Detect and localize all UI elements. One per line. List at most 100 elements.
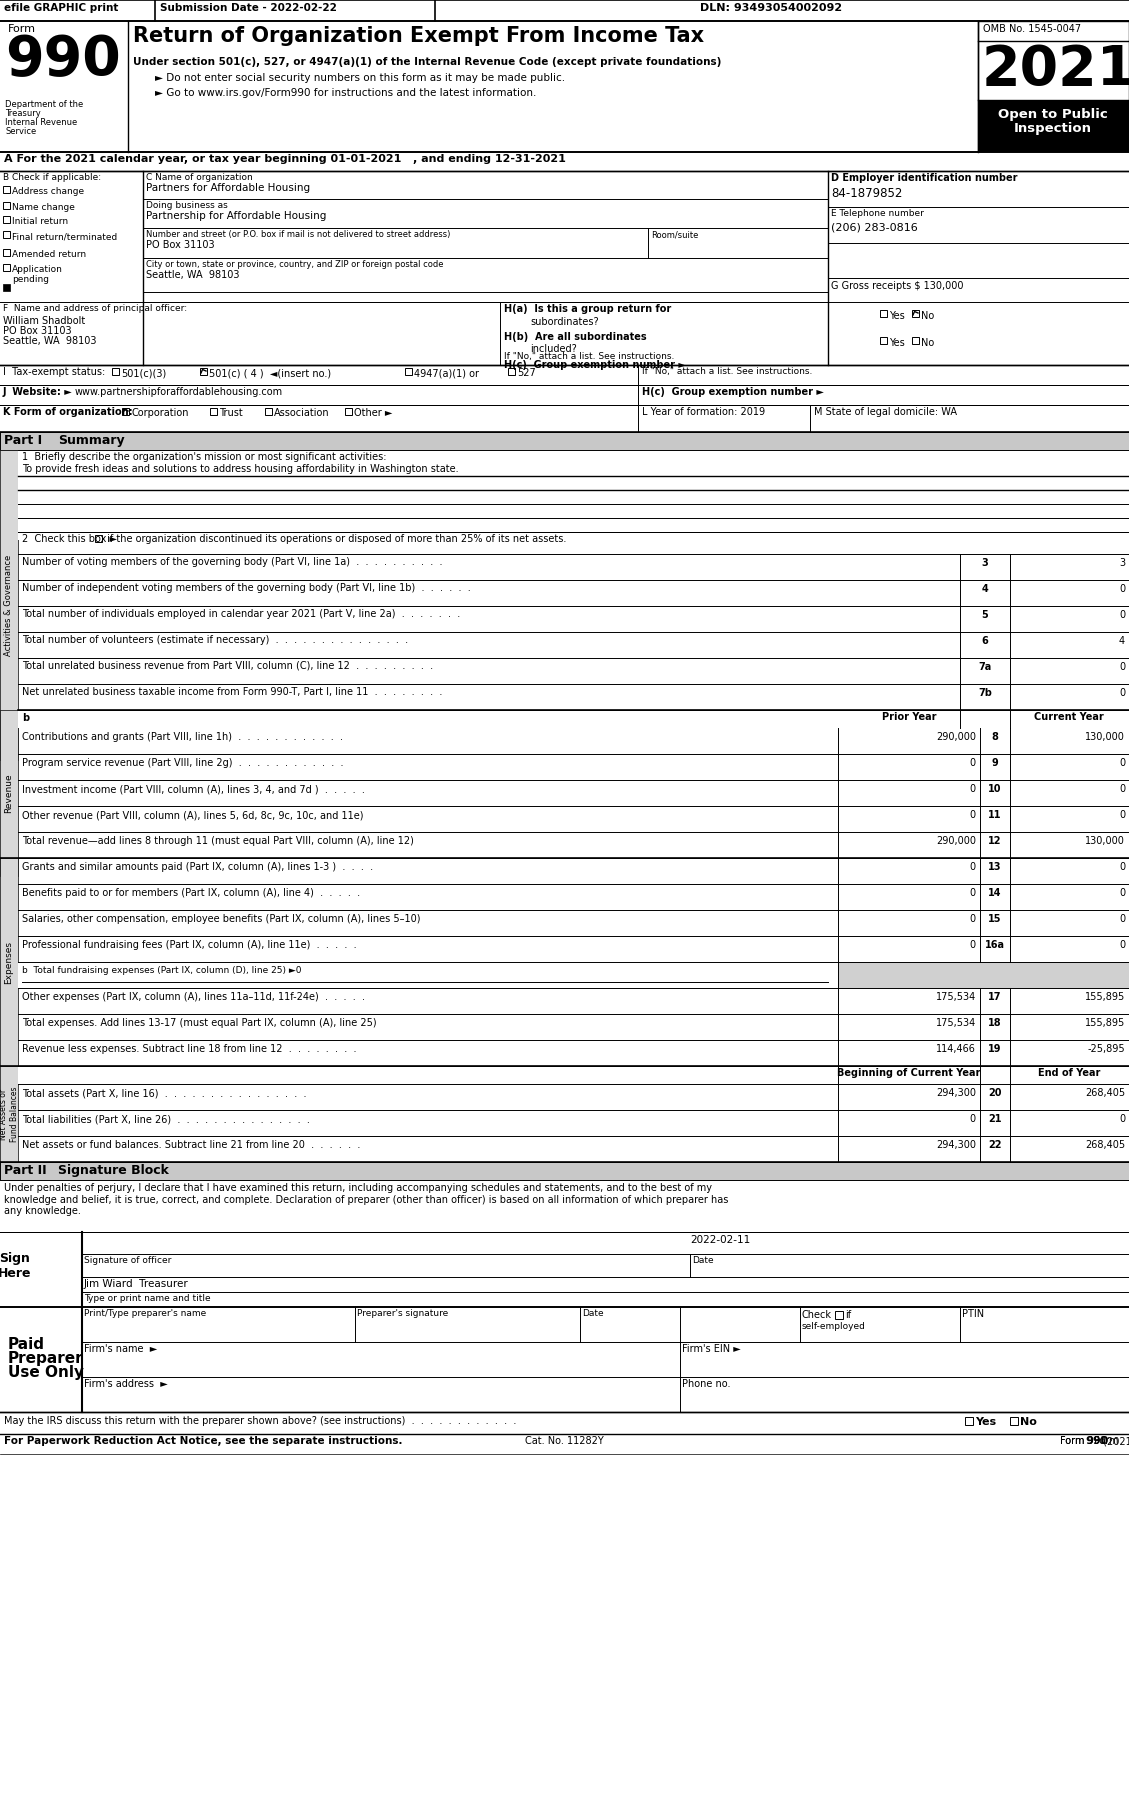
Text: Yes: Yes	[889, 337, 904, 348]
Text: If "No," attach a list. See instructions.: If "No," attach a list. See instructions…	[642, 366, 813, 375]
Text: Paid: Paid	[8, 1337, 45, 1351]
Text: Address change: Address change	[12, 187, 85, 196]
Text: ► Do not enter social security numbers on this form as it may be made public.: ► Do not enter social security numbers o…	[155, 73, 566, 83]
Text: Jim Wiard  Treasurer: Jim Wiard Treasurer	[84, 1279, 189, 1290]
Text: Number and street (or P.O. box if mail is not delivered to street address): Number and street (or P.O. box if mail i…	[146, 230, 450, 239]
Text: Form: Form	[8, 24, 36, 34]
Text: included?: included?	[530, 345, 577, 354]
Text: 0: 0	[970, 811, 975, 820]
Text: 527: 527	[517, 368, 536, 377]
Bar	[0, 1308, 1129, 1411]
Text: Type or print name and title: Type or print name and title	[84, 1293, 211, 1302]
Bar	[95, 535, 102, 542]
Bar	[0, 709, 18, 876]
Text: 22: 22	[988, 1139, 1001, 1150]
Text: Date: Date	[583, 1310, 604, 1319]
Text: 0: 0	[970, 862, 975, 873]
Text: Total liabilities (Part X, line 26)  .  .  .  .  .  .  .  .  .  .  .  .  .  .  .: Total liabilities (Part X, line 26) . . …	[21, 1114, 309, 1125]
Text: 0: 0	[1119, 940, 1124, 951]
Text: J  Website: ►: J Website: ►	[3, 386, 72, 397]
Text: 18: 18	[988, 1018, 1001, 1029]
Text: 3: 3	[981, 559, 988, 568]
Bar	[405, 368, 412, 375]
Text: PO Box 31103: PO Box 31103	[146, 239, 215, 250]
Bar	[0, 1163, 1129, 1179]
Text: Service: Service	[5, 127, 36, 136]
Bar	[112, 368, 119, 375]
Text: 0: 0	[1119, 914, 1124, 923]
Text: (2021): (2021)	[1100, 1437, 1129, 1446]
Text: Under section 501(c), 527, or 4947(a)(1) of the Internal Revenue Code (except pr: Under section 501(c), 527, or 4947(a)(1)…	[133, 56, 721, 67]
Bar	[345, 408, 352, 415]
Text: F  Name and address of principal officer:: F Name and address of principal officer:	[3, 305, 187, 314]
Text: 12: 12	[988, 836, 1001, 845]
Text: Open to Public: Open to Public	[998, 109, 1108, 122]
Text: 501(c)(3): 501(c)(3)	[121, 368, 166, 377]
Text: 0: 0	[970, 889, 975, 898]
Text: self-employed: self-employed	[802, 1322, 866, 1331]
Bar	[18, 961, 838, 989]
Text: 0: 0	[1119, 784, 1124, 795]
Bar	[0, 365, 1129, 385]
Text: (206) 283-0816: (206) 283-0816	[831, 221, 918, 232]
Text: 14: 14	[988, 889, 1001, 898]
Text: 130,000: 130,000	[1085, 733, 1124, 742]
Bar	[912, 310, 919, 317]
Text: Use Only: Use Only	[8, 1364, 84, 1380]
Text: Application
pending: Application pending	[12, 265, 63, 285]
Text: Room/suite: Room/suite	[651, 230, 699, 239]
Text: 0: 0	[970, 914, 975, 923]
Bar	[3, 230, 10, 238]
Text: Other expenses (Part IX, column (A), lines 11a–11d, 11f-24e)  .  .  .  .  .: Other expenses (Part IX, column (A), lin…	[21, 992, 365, 1001]
Text: 3: 3	[1119, 559, 1124, 568]
Text: 0: 0	[1119, 1114, 1124, 1125]
Text: Total unrelated business revenue from Part VIII, column (C), line 12  .  .  .  .: Total unrelated business revenue from Pa…	[21, 660, 434, 671]
Text: 4: 4	[1119, 637, 1124, 646]
Text: 17: 17	[988, 992, 1001, 1001]
Text: 268,405: 268,405	[1085, 1088, 1124, 1097]
Text: 0: 0	[970, 758, 975, 767]
Text: Check: Check	[802, 1310, 832, 1321]
Text: Current Year: Current Year	[1034, 713, 1104, 722]
Text: 0: 0	[970, 940, 975, 951]
Text: 175,534: 175,534	[936, 992, 975, 1001]
Text: Other ►: Other ►	[355, 408, 393, 417]
Text: Investment income (Part VIII, column (A), lines 3, 4, and 7d )  .  .  .  .  .: Investment income (Part VIII, column (A)…	[21, 784, 365, 795]
Bar	[200, 368, 207, 375]
Text: 0: 0	[1119, 662, 1124, 671]
Text: Benefits paid to or for members (Part IX, column (A), line 4)  .  .  .  .  .: Benefits paid to or for members (Part IX…	[21, 889, 360, 898]
Bar	[0, 1179, 1129, 1232]
Text: Number of voting members of the governing body (Part VI, line 1a)  .  .  .  .  .: Number of voting members of the governin…	[21, 557, 443, 568]
Text: Firm's name  ►: Firm's name ►	[84, 1344, 157, 1353]
Text: 155,895: 155,895	[1085, 992, 1124, 1001]
Text: Form: Form	[1060, 1437, 1087, 1446]
Text: Date: Date	[692, 1255, 714, 1264]
Text: Form: Form	[1094, 1437, 1122, 1446]
Text: if: if	[844, 1310, 851, 1321]
Bar	[0, 1067, 18, 1163]
Text: Signature Block: Signature Block	[58, 1165, 169, 1177]
Text: B Check if applicable:: B Check if applicable:	[3, 172, 102, 181]
Text: 4947(a)(1) or: 4947(a)(1) or	[414, 368, 479, 377]
Text: PTIN: PTIN	[962, 1310, 984, 1319]
Text: Internal Revenue: Internal Revenue	[5, 118, 77, 127]
Text: 268,405: 268,405	[1085, 1139, 1124, 1150]
Text: Professional fundraising fees (Part IX, column (A), line 11e)  .  .  .  .  .: Professional fundraising fees (Part IX, …	[21, 940, 357, 951]
Bar	[265, 408, 272, 415]
Text: Trust: Trust	[219, 408, 243, 417]
Text: 0: 0	[1119, 688, 1124, 698]
Text: Signature of officer: Signature of officer	[84, 1255, 172, 1264]
Bar	[835, 1312, 843, 1319]
Text: For Paperwork Reduction Act Notice, see the separate instructions.: For Paperwork Reduction Act Notice, see …	[5, 1437, 403, 1446]
Text: Form 990: Form 990	[1060, 1437, 1106, 1446]
Text: If "No," attach a list. See instructions.: If "No," attach a list. See instructions…	[504, 352, 674, 361]
Text: 130,000: 130,000	[1085, 836, 1124, 845]
Bar	[978, 100, 1129, 152]
Text: Initial return: Initial return	[12, 218, 68, 227]
Text: 8: 8	[991, 733, 998, 742]
Text: 0: 0	[1119, 758, 1124, 767]
Text: Net unrelated business taxable income from Form 990-T, Part I, line 11  .  .  . : Net unrelated business taxable income fr…	[21, 688, 443, 697]
Text: 2022-02-11: 2022-02-11	[690, 1235, 751, 1244]
Text: 0: 0	[1119, 584, 1124, 593]
Text: Part II: Part II	[5, 1165, 46, 1177]
